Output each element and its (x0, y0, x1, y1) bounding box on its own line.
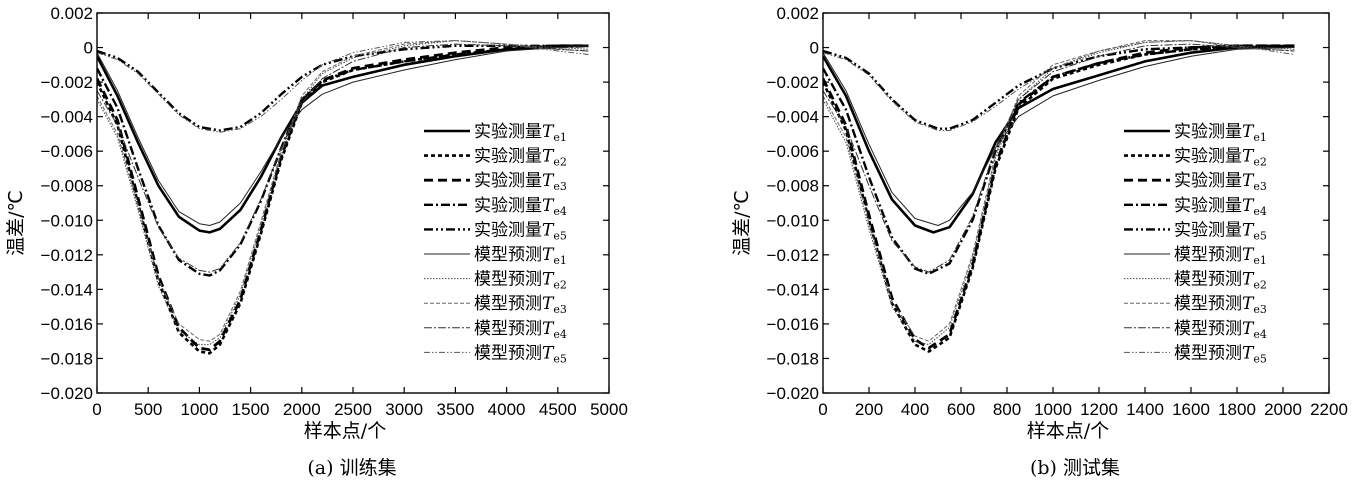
y-tick-label: −0.016 (41, 315, 93, 334)
x-tick-label: 1500 (232, 400, 270, 419)
series-line-8 (97, 40, 589, 342)
x-tick-label: 2500 (334, 400, 372, 419)
x-tick-label: 3500 (436, 400, 474, 419)
x-tick-label: 2200 (1310, 400, 1348, 419)
y-tick-label: −0.008 (767, 177, 819, 196)
series-line-4 (97, 44, 589, 277)
legend-label-1: 实验测量Te1 (474, 122, 567, 144)
legend-label-7: 模型预测Te2 (474, 270, 567, 292)
legend-label-5: 实验测量Te5 (1174, 220, 1267, 242)
series-line-1 (97, 44, 589, 234)
legend-label-10: 模型预测Te5 (474, 343, 567, 365)
x-tick-label: 0 (92, 400, 101, 419)
y-tick-label: −0.008 (41, 177, 93, 196)
x-tick-label: 4500 (539, 400, 577, 419)
y-tick-label: −0.004 (41, 108, 93, 127)
legend-label-8: 模型预测Te3 (1174, 294, 1267, 316)
panel-caption: (a) 训练集 (307, 457, 396, 479)
legend-label-3: 实验测量Te3 (1174, 171, 1267, 193)
y-tick-label: −0.002 (41, 73, 93, 92)
series-line-9 (823, 43, 1295, 273)
series-line-2 (97, 44, 589, 355)
series-line-10 (97, 40, 589, 133)
legend-label-2: 实验测量Te2 (1174, 147, 1267, 169)
y-tick-label: −0.014 (767, 280, 819, 299)
y-tick-label: −0.006 (767, 142, 819, 161)
plot-frame (822, 12, 1330, 394)
series-line-6 (97, 45, 589, 226)
y-tick-label: −0.010 (41, 211, 93, 230)
legend-label-3: 实验测量Te3 (474, 171, 567, 193)
legend-label-7: 模型预测Te2 (1174, 270, 1267, 292)
series-line-10 (823, 40, 1295, 131)
x-tick-label: 3000 (385, 400, 423, 419)
x-tick-label: 500 (134, 400, 162, 419)
panel-caption: (b) 测试集 (1030, 457, 1120, 479)
x-tick-label: 5000 (590, 400, 628, 419)
y-tick-label: 0.002 (50, 4, 93, 23)
series-line-8 (823, 40, 1295, 342)
chart-panel-a: 0.002 0 −0.002 −0.004 −0.006 −0.008 −0.010 −0.0… (5, 4, 628, 479)
x-tick-label: 2000 (1264, 400, 1302, 419)
legend-label-6: 模型预测Te1 (1174, 245, 1267, 267)
legend-label-2: 实验测量Te2 (474, 147, 567, 169)
series-line-3 (97, 44, 589, 352)
y-tick-label: 0 (84, 39, 93, 58)
x-tick-label: 600 (947, 400, 975, 419)
x-tick-label: 1600 (1172, 400, 1210, 419)
x-tick-label: 2000 (283, 400, 321, 419)
legend-label-8: 模型预测Te3 (474, 294, 567, 316)
legend-label-9: 模型预测Te4 (1174, 319, 1267, 341)
legend-label-5: 实验测量Te5 (474, 220, 567, 242)
chart-panel-b: 0.002 0 −0.002 −0.004 −0.006 −0.008 −0.010 −0.0… (731, 4, 1348, 479)
y-tick-label: −0.014 (41, 280, 93, 299)
series-line-9 (97, 43, 589, 273)
legend-label-9: 模型预测Te4 (474, 319, 567, 341)
y-tick-label: −0.018 (767, 349, 819, 368)
series-line-3 (823, 44, 1295, 350)
x-tick-label: 1000 (180, 400, 218, 419)
series-line-1 (823, 44, 1295, 234)
x-tick-label: 1000 (1034, 400, 1072, 419)
series-line-5 (97, 44, 589, 132)
legend-label-1: 实验测量Te1 (1174, 122, 1267, 144)
y-tick-label: −0.020 (41, 384, 93, 403)
x-tick-label: 0 (818, 400, 827, 419)
x-tick-label: 1200 (1080, 400, 1118, 419)
series-line-5 (823, 44, 1295, 130)
y-tick-label: −0.016 (767, 315, 819, 334)
y-tick-label: −0.004 (767, 108, 819, 127)
y-tick-label: −0.010 (767, 211, 819, 230)
y-tick-label: −0.020 (767, 384, 819, 403)
y-tick-label: 0.002 (776, 4, 819, 23)
y-tick-label: 0 (810, 39, 819, 58)
x-tick-label: 800 (993, 400, 1021, 419)
y-tick-label: −0.012 (41, 246, 93, 265)
y-axis-label: 温差/℃ (731, 190, 753, 256)
x-tick-label: 4000 (488, 400, 526, 419)
y-tick-label: −0.006 (41, 142, 93, 161)
y-axis-label: 温差/℃ (5, 190, 27, 256)
y-tick-label: −0.002 (767, 73, 819, 92)
x-axis-label: 样本点/个 (304, 420, 386, 442)
series-line-6 (823, 47, 1295, 226)
x-tick-label: 1800 (1218, 400, 1256, 419)
series-line-4 (823, 44, 1295, 275)
legend-label-4: 实验测量Te4 (474, 196, 567, 218)
x-tick-label: 1400 (1126, 400, 1164, 419)
y-tick-label: −0.018 (41, 349, 93, 368)
legend-label-6: 模型预测Te1 (474, 245, 567, 267)
y-tick-label: −0.012 (767, 246, 819, 265)
x-tick-label: 400 (901, 400, 929, 419)
legend-label-4: 实验测量Te4 (1174, 196, 1267, 218)
x-tick-label: 200 (855, 400, 883, 419)
x-axis-label: 样本点/个 (1027, 420, 1109, 442)
legend-label-10: 模型预测Te5 (1174, 343, 1267, 365)
